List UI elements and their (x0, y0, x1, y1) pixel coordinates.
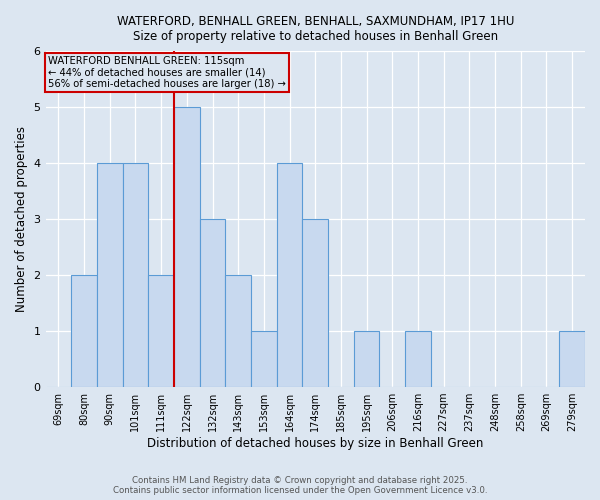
Bar (200, 219, 226, 387)
Text: WATERFORD BENHALL GREEN: 115sqm
← 44% of detached houses are smaller (14)
56% of: WATERFORD BENHALL GREEN: 115sqm ← 44% of… (48, 56, 286, 89)
Bar (559, 331, 585, 387)
Bar (354, 331, 379, 387)
Bar (97, 163, 122, 387)
Bar (405, 331, 431, 387)
Bar (148, 275, 174, 387)
Bar (174, 107, 200, 387)
Bar (251, 331, 277, 387)
Bar (302, 219, 328, 387)
Title: WATERFORD, BENHALL GREEN, BENHALL, SAXMUNDHAM, IP17 1HU
Size of property relativ: WATERFORD, BENHALL GREEN, BENHALL, SAXMU… (116, 15, 514, 43)
Text: Contains HM Land Registry data © Crown copyright and database right 2025.
Contai: Contains HM Land Registry data © Crown c… (113, 476, 487, 495)
Bar (277, 163, 302, 387)
Bar (71, 275, 97, 387)
Bar (122, 163, 148, 387)
Bar (226, 275, 251, 387)
Y-axis label: Number of detached properties: Number of detached properties (15, 126, 28, 312)
X-axis label: Distribution of detached houses by size in Benhall Green: Distribution of detached houses by size … (147, 437, 484, 450)
